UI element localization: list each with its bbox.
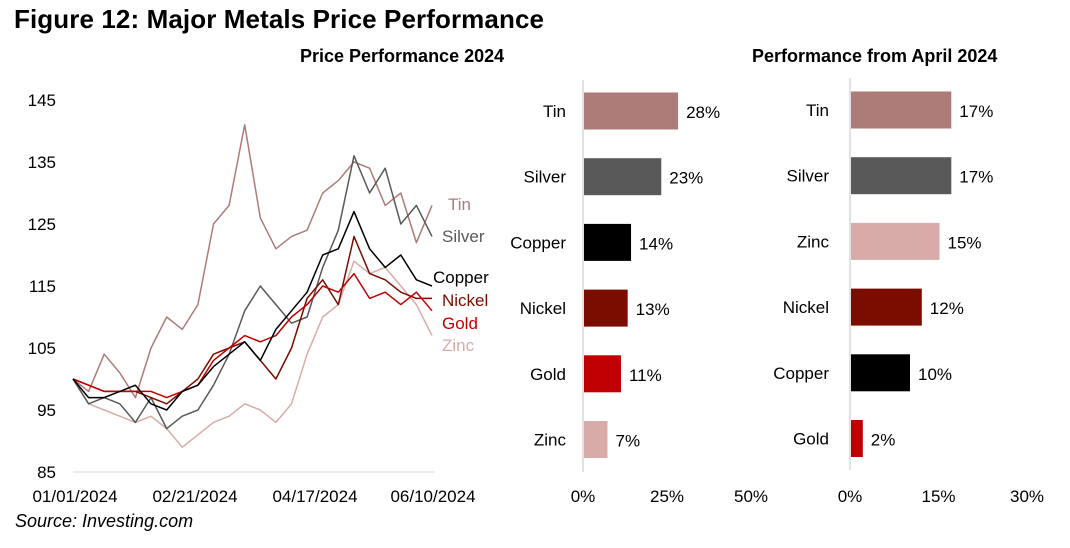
april-chart-title: Performance from April 2024 [752,46,998,66]
x-tick-label: 15% [921,487,955,506]
bar-nickel [851,288,922,326]
line-chart-title: Price Performance 2024 [300,46,505,66]
bar-gold [584,355,621,393]
series-line-silver [72,155,433,430]
value-label: 2% [871,431,896,450]
bar-silver [851,157,952,195]
value-label: 12% [930,299,964,318]
series-label-tin: Tin [448,195,471,214]
y-tick-label: 125 [28,215,56,234]
category-label: Nickel [783,298,829,317]
value-label: 7% [616,432,641,451]
y-tick-label: 145 [28,91,56,110]
bar-gold [851,420,863,457]
bar-nickel [584,289,628,327]
bar-copper [584,223,632,261]
value-label: 28% [686,103,720,122]
bar-tin [851,91,952,129]
series-line-copper [72,210,433,411]
value-label: 17% [959,102,993,121]
bar-tin [584,92,679,130]
category-label: Zinc [797,232,830,251]
value-label: 15% [948,233,982,252]
value-label: 23% [669,169,703,188]
value-label: 13% [636,300,670,319]
value-label: 11% [629,366,662,385]
category-label: Tin [543,102,566,121]
bar-silver [584,158,662,196]
series-label-zinc: Zinc [442,336,475,355]
x-tick-label: 50% [734,487,768,506]
bar-zinc [851,222,940,260]
x-tick-label: 0% [838,487,863,506]
value-label: 17% [959,168,993,187]
series-line-gold [72,272,433,399]
series-line-zinc [72,260,433,448]
category-label: Tin [806,101,829,120]
figure-title: Figure 12: Major Metals Price Performanc… [14,4,545,34]
series-label-gold: Gold [442,314,478,333]
series-line-tin [72,124,433,399]
x-tick-label: 02/21/2024 [152,487,237,506]
category-label: Gold [793,430,829,449]
category-label: Copper [773,364,829,383]
bar-zinc [584,421,608,458]
source-note: Source: Investing.com [15,511,194,531]
category-label: Silver [523,168,566,187]
x-tick-label: 06/10/2024 [390,487,475,506]
y-tick-label: 95 [37,401,56,420]
x-tick-label: 04/17/2024 [272,487,357,506]
category-label: Nickel [520,299,566,318]
bar-copper [851,354,910,392]
value-label: 14% [639,234,673,253]
category-label: Silver [786,167,829,186]
series-label-nickel: Nickel [442,291,488,310]
y-tick-label: 105 [28,339,56,358]
category-label: Gold [530,365,566,384]
x-tick-label: 25% [650,487,684,506]
x-tick-label: 30% [1010,487,1044,506]
category-label: Copper [510,233,566,252]
series-label-silver: Silver [442,227,485,246]
y-tick-label: 115 [29,277,56,296]
category-label: Zinc [534,431,567,450]
y-tick-label: 135 [28,153,56,172]
x-tick-label: 01/01/2024 [32,487,117,506]
series-label-copper: Copper [433,268,489,287]
x-tick-label: 0% [571,487,596,506]
y-tick-label: 85 [37,463,56,482]
value-label: 10% [918,365,952,384]
